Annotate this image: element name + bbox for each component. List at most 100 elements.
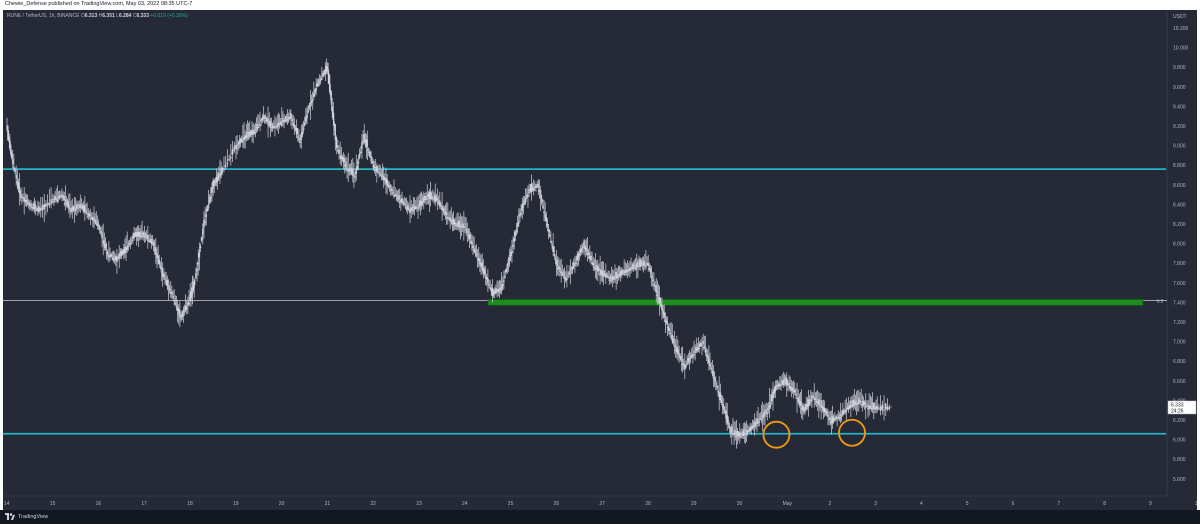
candle-body [739, 432, 741, 438]
candle-body [535, 184, 537, 188]
candle-body [814, 398, 817, 400]
candle-body [74, 208, 77, 211]
price-tick-label: 5.800 [1173, 457, 1186, 463]
candle-body [712, 370, 715, 379]
candle-body [41, 204, 44, 211]
price-chart[interactable]: USDT 10.200 10.000 9.800 9.600 9.400 9.200 9.00… [3, 10, 1197, 510]
price-point [455, 223, 457, 225]
price-point [830, 419, 833, 421]
candle-body [98, 226, 101, 230]
candle-body [839, 417, 842, 419]
candle-body [224, 165, 227, 168]
price-point [748, 429, 750, 431]
candle-body [233, 146, 236, 151]
price-point [143, 233, 145, 235]
candle-body [745, 430, 748, 435]
symbol-name: RUNE / TetherUS, 1h, BINANCE [7, 13, 80, 19]
candle-body [185, 307, 188, 309]
price-point [739, 434, 741, 436]
price-point [10, 154, 13, 156]
candle-body [379, 174, 382, 176]
price-tick-label: 8.000 [1173, 242, 1186, 248]
price-tick-label: 6.200 [1173, 418, 1186, 424]
candle-body [276, 126, 279, 128]
price-point [262, 115, 265, 117]
candle-body [722, 406, 725, 411]
candle-body [856, 402, 859, 405]
candle-body [878, 408, 880, 410]
price-point [152, 243, 155, 245]
candle-body [201, 229, 204, 235]
price-point [107, 252, 109, 254]
candle-body [768, 405, 771, 408]
time-tick-label: 3 [874, 501, 877, 507]
candle-body [583, 240, 585, 247]
price-point [702, 341, 704, 343]
price-point [436, 198, 439, 201]
time-tick-label: 28 [645, 501, 651, 507]
candle-body [843, 412, 845, 414]
chart-area[interactable]: USDT 10.200 10.000 9.800 9.600 9.400 9.200 9.00… [3, 10, 1197, 510]
candle-body [692, 354, 694, 357]
price-point [794, 390, 796, 392]
candle-body [361, 142, 363, 149]
candle-body [606, 274, 608, 277]
candle-body [140, 230, 142, 238]
candle-body [408, 209, 410, 211]
highlight-circle[interactable] [838, 418, 866, 447]
candle-body [671, 334, 674, 341]
price-series-line [6, 66, 891, 435]
time-tick-label: 2 [828, 501, 831, 507]
price-point [610, 277, 613, 279]
candle-body [796, 397, 798, 400]
candle-body [439, 200, 441, 207]
candle-body [803, 409, 805, 413]
candle-body [167, 280, 170, 289]
candle-body [237, 144, 240, 146]
candle-body [180, 314, 182, 320]
tradingview-logo-text: TradingView [18, 513, 49, 520]
candle-body [562, 272, 565, 276]
candle-body [497, 288, 500, 292]
price-point [79, 203, 81, 205]
last-price-badge [1167, 400, 1197, 415]
candle-body [696, 348, 699, 351]
time-tick-label: 4 [920, 501, 923, 507]
time-tick-label: 15 [50, 501, 56, 507]
candle-body [748, 430, 750, 432]
time-tick-label: 16 [96, 501, 102, 507]
candle-body [129, 242, 132, 244]
candle-body [277, 123, 280, 126]
candle-body [697, 347, 700, 350]
ohlc-open: 6.313 [84, 13, 98, 19]
price-point [501, 287, 503, 289]
price-tick-label: 10.000 [1173, 46, 1189, 52]
price-point [812, 394, 814, 397]
candle-body [103, 240, 106, 245]
candle-body [883, 409, 885, 411]
candle-body [876, 405, 878, 410]
time-tick-label: 6 [1012, 501, 1015, 507]
candle-body [77, 207, 79, 209]
candle-body [230, 157, 232, 159]
candle-body [311, 100, 314, 102]
candle-body [160, 267, 163, 273]
candle-body [827, 415, 829, 418]
highlight-circle[interactable] [762, 420, 791, 449]
price-point [125, 247, 127, 250]
price-tick-label: 7.600 [1173, 281, 1186, 287]
candle-body [87, 215, 90, 217]
candle-body [27, 201, 30, 205]
candle-body [195, 273, 197, 278]
candle-body [152, 242, 155, 246]
price-point [221, 169, 223, 171]
candle-body [45, 203, 47, 207]
candle-body [574, 264, 576, 266]
tradingview-logo[interactable]: TradingView [5, 513, 48, 520]
candle-body [506, 264, 509, 268]
candle-body [321, 78, 323, 80]
support-zone-rect[interactable] [487, 299, 1144, 306]
candle-body [318, 80, 321, 83]
candle-body [685, 365, 687, 367]
candle-body [465, 228, 467, 231]
